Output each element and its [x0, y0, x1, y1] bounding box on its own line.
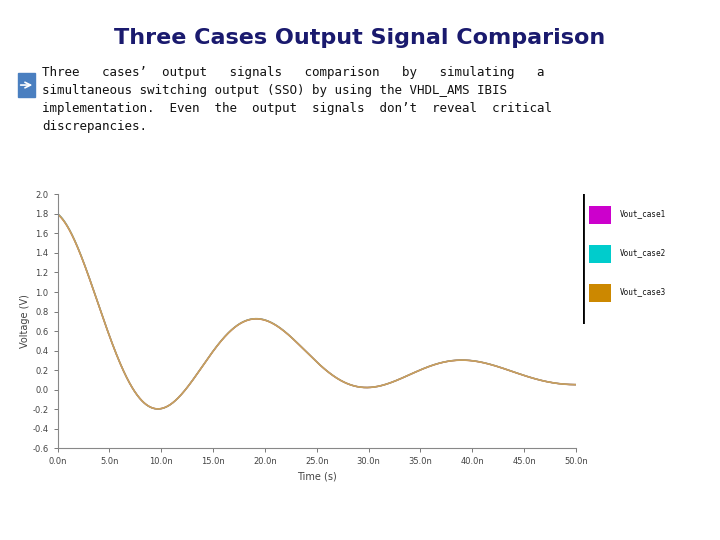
Text: ST: ST [692, 508, 716, 526]
FancyBboxPatch shape [18, 73, 35, 97]
Text: Vout_case1: Vout_case1 [620, 210, 666, 218]
Text: BIRD98 Effective Current
Drawing dependance from Vds: BIRD98 Effective Current Drawing dependa… [15, 507, 207, 528]
Text: Three Cases Output Signal Comparison: Three Cases Output Signal Comparison [114, 28, 606, 48]
Text: Three   cases’  output   signals   comparison   by   simulating   a
simultaneous: Three cases’ output signals comparison b… [42, 66, 552, 133]
Text: Vout_case3: Vout_case3 [620, 287, 666, 296]
X-axis label: Time (s): Time (s) [297, 472, 337, 482]
Text: Antonio Girardi, Giacomo
Bernardi, Roberto Izzi: Antonio Girardi, Giacomo Bernardi, Rober… [350, 507, 507, 528]
Text: Vout_case2: Vout_case2 [620, 248, 666, 257]
Y-axis label: Voltage (V): Voltage (V) [19, 294, 30, 348]
FancyBboxPatch shape [590, 245, 611, 263]
Text: 7: 7 [668, 510, 678, 524]
Text: March 9, 2007: March 9, 2007 [562, 512, 651, 522]
FancyBboxPatch shape [590, 284, 611, 302]
FancyBboxPatch shape [590, 206, 611, 224]
